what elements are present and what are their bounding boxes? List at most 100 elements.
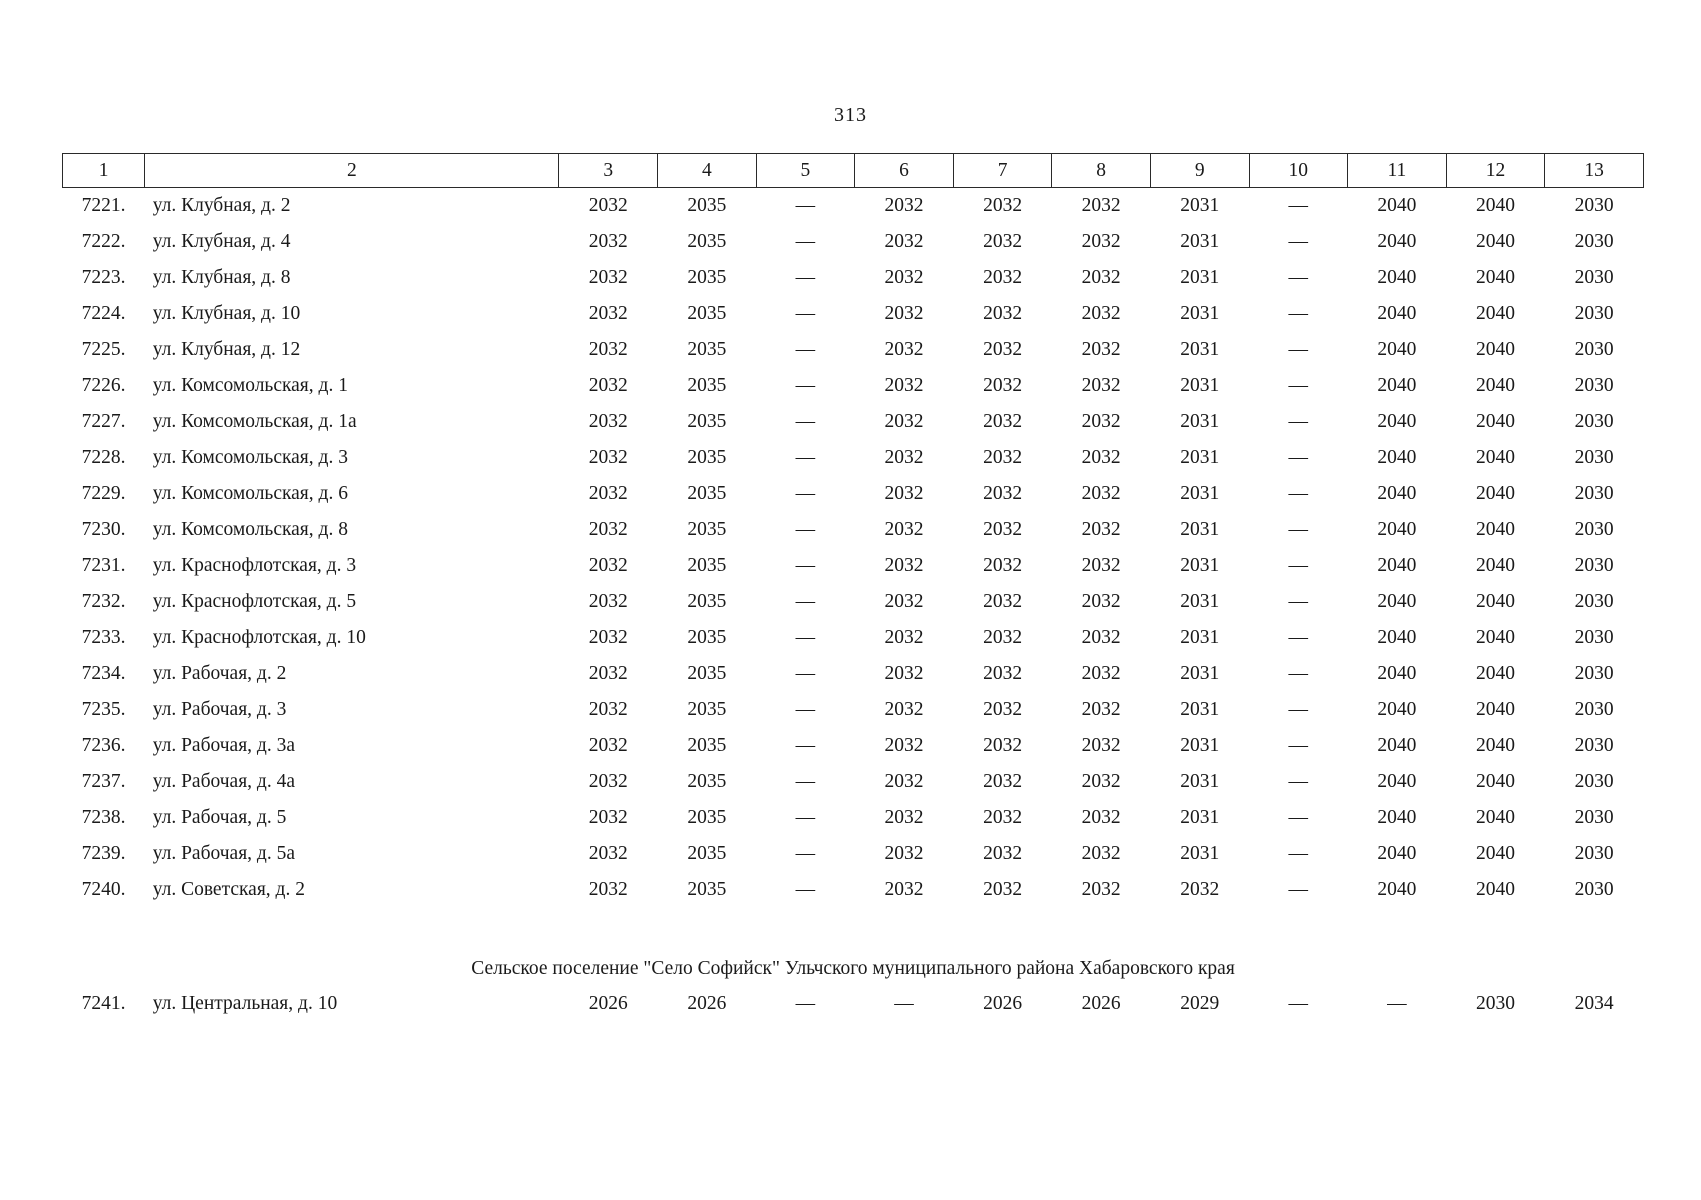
row-value: 2040 — [1377, 591, 1417, 612]
row-value: — — [1288, 627, 1309, 648]
row-value: 2032 — [1081, 195, 1121, 216]
row-value: 2032 — [588, 771, 628, 792]
row-value: 2035 — [687, 411, 727, 432]
row-value: 2032 — [1081, 627, 1121, 648]
row-value: 2030 — [1574, 375, 1614, 396]
row-value: 2032 — [983, 267, 1023, 288]
header-cell: 5 — [755, 153, 856, 188]
row-value: 2030 — [1574, 699, 1614, 720]
row-value: 2032 — [1081, 591, 1121, 612]
row-value: 2030 — [1574, 591, 1614, 612]
row-value: 2035 — [687, 303, 727, 324]
row-value: 2040 — [1475, 411, 1515, 432]
row-value: — — [795, 267, 816, 288]
row-value: 2030 — [1574, 267, 1614, 288]
row-value: 2030 — [1574, 843, 1614, 864]
row-value: 2031 — [1180, 519, 1220, 540]
row-value: 2031 — [1180, 267, 1220, 288]
row-value: 2032 — [1081, 483, 1121, 504]
row-value: — — [795, 519, 816, 540]
row-value: 2032 — [884, 771, 924, 792]
row-value: 2035 — [687, 843, 727, 864]
row-value: 2032 — [1081, 339, 1121, 360]
row-value: 2040 — [1475, 879, 1515, 900]
row-value: 2035 — [687, 555, 727, 576]
row-value: 2026 — [588, 993, 628, 1014]
row-address: ул. Краснофлотская, д. 3 — [152, 555, 357, 576]
row-value: 2035 — [687, 447, 727, 468]
row-value: — — [795, 375, 816, 396]
row-value: 2035 — [687, 807, 727, 828]
row-value: 2040 — [1377, 663, 1417, 684]
row-number: 7229. — [81, 483, 126, 504]
row-value: 2030 — [1574, 303, 1614, 324]
row-value: 2032 — [884, 555, 924, 576]
row-value: — — [1288, 735, 1309, 756]
row-number: 7234. — [81, 663, 126, 684]
row-value: 2032 — [983, 195, 1023, 216]
table-row: 7231. ул. Краснофлотская, д. 3 2032 2035 — 20… — [63, 548, 1644, 584]
row-number: 7221. — [81, 195, 126, 216]
header-cell: 10 — [1248, 153, 1349, 188]
table-row: 7233. ул. Краснофлотская, д. 10 2032 2035 — 2… — [63, 620, 1644, 656]
table-row: 7226. ул. Комсомольская, д. 1 2032 2035 — 203… — [63, 368, 1644, 404]
row-value: 2026 — [983, 993, 1023, 1014]
row-value: 2040 — [1475, 555, 1515, 576]
row-value: 2035 — [687, 771, 727, 792]
row-value: — — [1288, 195, 1309, 216]
row-value: — — [1288, 447, 1309, 468]
row-value: 2030 — [1574, 447, 1614, 468]
header-cell: 12 — [1445, 153, 1546, 188]
table-row: 7228. ул. Комсомольская, д. 3 2032 2035 — 203… — [63, 440, 1644, 476]
row-value: 2040 — [1475, 735, 1515, 756]
table-row: 7230. ул. Комсомольская, д. 8 2032 2035 — 203… — [63, 512, 1644, 548]
row-value: 2032 — [588, 843, 628, 864]
row-value: 2032 — [588, 735, 628, 756]
row-value: 2031 — [1180, 195, 1220, 216]
row-number: 7239. — [81, 843, 126, 864]
row-value: 2032 — [983, 591, 1023, 612]
row-value: 2030 — [1574, 807, 1614, 828]
row-value: 2032 — [884, 303, 924, 324]
row-number: 7231. — [81, 555, 126, 576]
row-value: 2032 — [884, 231, 924, 252]
row-value: 2032 — [983, 231, 1023, 252]
row-value: — — [795, 699, 816, 720]
row-value: 2040 — [1377, 195, 1417, 216]
row-value: 2026 — [687, 993, 727, 1014]
row-value: 2032 — [1081, 663, 1121, 684]
row-value: 2032 — [884, 663, 924, 684]
row-number: 7223. — [81, 267, 126, 288]
row-value: 2032 — [983, 879, 1023, 900]
row-value: — — [1288, 483, 1309, 504]
row-value: 2040 — [1475, 699, 1515, 720]
row-number: 7227. — [81, 411, 126, 432]
row-value: 2035 — [687, 267, 727, 288]
table-row: 7234. ул. Рабочая, д. 2 2032 2035 — 2032 2032 2… — [63, 656, 1644, 692]
row-value: 2032 — [588, 483, 628, 504]
row-value: 2040 — [1475, 771, 1515, 792]
row-value: — — [795, 231, 816, 252]
row-address: ул. Рабочая, д. 4а — [152, 771, 296, 792]
row-value: 2040 — [1475, 231, 1515, 252]
row-value: 2031 — [1180, 231, 1220, 252]
row-value: 2035 — [687, 735, 727, 756]
row-value: 2030 — [1574, 231, 1614, 252]
table-row: 7229. ул. Комсомольская, д. 6 2032 2035 — 203… — [63, 476, 1644, 512]
row-value: 2040 — [1475, 663, 1515, 684]
row-value: 2032 — [1081, 735, 1121, 756]
row-address: ул. Рабочая, д. 2 — [152, 663, 287, 684]
row-value: 2040 — [1377, 339, 1417, 360]
header-cell: 13 — [1544, 153, 1644, 188]
row-value: 2032 — [983, 663, 1023, 684]
header-cell: 11 — [1347, 153, 1447, 188]
table-row: 7232. ул. Краснофлотская, д. 5 2032 2035 — 20… — [63, 584, 1644, 620]
row-value: 2040 — [1377, 231, 1417, 252]
table-header-row: 1 2 3 4 5 6 7 8 9 10 11 12 13 — [61, 153, 1644, 188]
row-value: 2031 — [1180, 627, 1220, 648]
row-value: 2030 — [1574, 519, 1614, 540]
row-value: 2030 — [1574, 411, 1614, 432]
row-value: 2032 — [884, 807, 924, 828]
row-value: 2032 — [884, 483, 924, 504]
row-value: 2032 — [983, 771, 1023, 792]
